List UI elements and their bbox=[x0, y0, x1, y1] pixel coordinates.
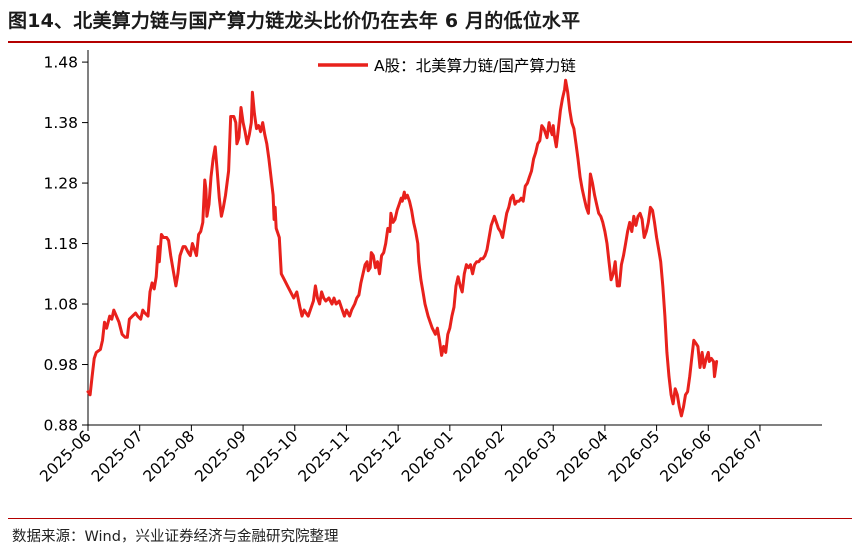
y-tick-label: 0.88 bbox=[43, 417, 78, 435]
x-tick-label: 2025-06 bbox=[36, 427, 95, 486]
y-tick-label: 1.28 bbox=[43, 175, 78, 193]
y-tick-label: 1.08 bbox=[43, 296, 78, 314]
chart-legend: A股：北美算力链/国产算力链 bbox=[318, 56, 576, 75]
source-divider bbox=[8, 518, 852, 519]
x-tick-label: 2025-08 bbox=[140, 427, 199, 486]
x-tick-label: 2026-02 bbox=[450, 427, 509, 486]
x-tick-label: 2026-04 bbox=[553, 427, 612, 486]
x-tick-label: 2026-03 bbox=[502, 427, 561, 486]
x-tick-label: 2026-07 bbox=[708, 427, 767, 486]
chart-axes bbox=[87, 50, 822, 426]
x-tick-label: 2025-12 bbox=[346, 427, 405, 486]
y-tick-label: 1.18 bbox=[43, 235, 78, 253]
x-tick-label: 2025-09 bbox=[191, 427, 250, 486]
y-tick-label: 1.38 bbox=[43, 114, 78, 132]
series-line bbox=[86, 78, 719, 418]
title-divider bbox=[8, 41, 852, 43]
x-tick-label: 2026-01 bbox=[398, 427, 457, 486]
y-tick-label: 1.48 bbox=[43, 54, 78, 72]
figure-title: 图14、北美算力链与国产算力链龙头比价仍在去年 6 月的低位水平 bbox=[8, 10, 581, 32]
y-tick-label: 0.98 bbox=[43, 356, 78, 374]
x-tick-label: 2026-05 bbox=[605, 427, 664, 486]
x-tick-label: 2025-07 bbox=[88, 427, 147, 486]
y-axis-ticks: 0.88 0.98 1.08 1.18 1.28 1.38 1.48 bbox=[43, 54, 88, 435]
x-axis-ticks: 2025-062025-072025-082025-092025-102025-… bbox=[36, 425, 767, 486]
legend-label: A股：北美算力链/国产算力链 bbox=[374, 56, 576, 75]
x-tick-label: 2025-10 bbox=[243, 427, 302, 486]
plot-series bbox=[86, 78, 719, 418]
x-tick-label: 2025-11 bbox=[295, 427, 354, 486]
source-note: 数据来源：Wind，兴业证券经济与金融研究院整理 bbox=[12, 529, 339, 545]
x-tick-label: 2026-06 bbox=[657, 427, 716, 486]
